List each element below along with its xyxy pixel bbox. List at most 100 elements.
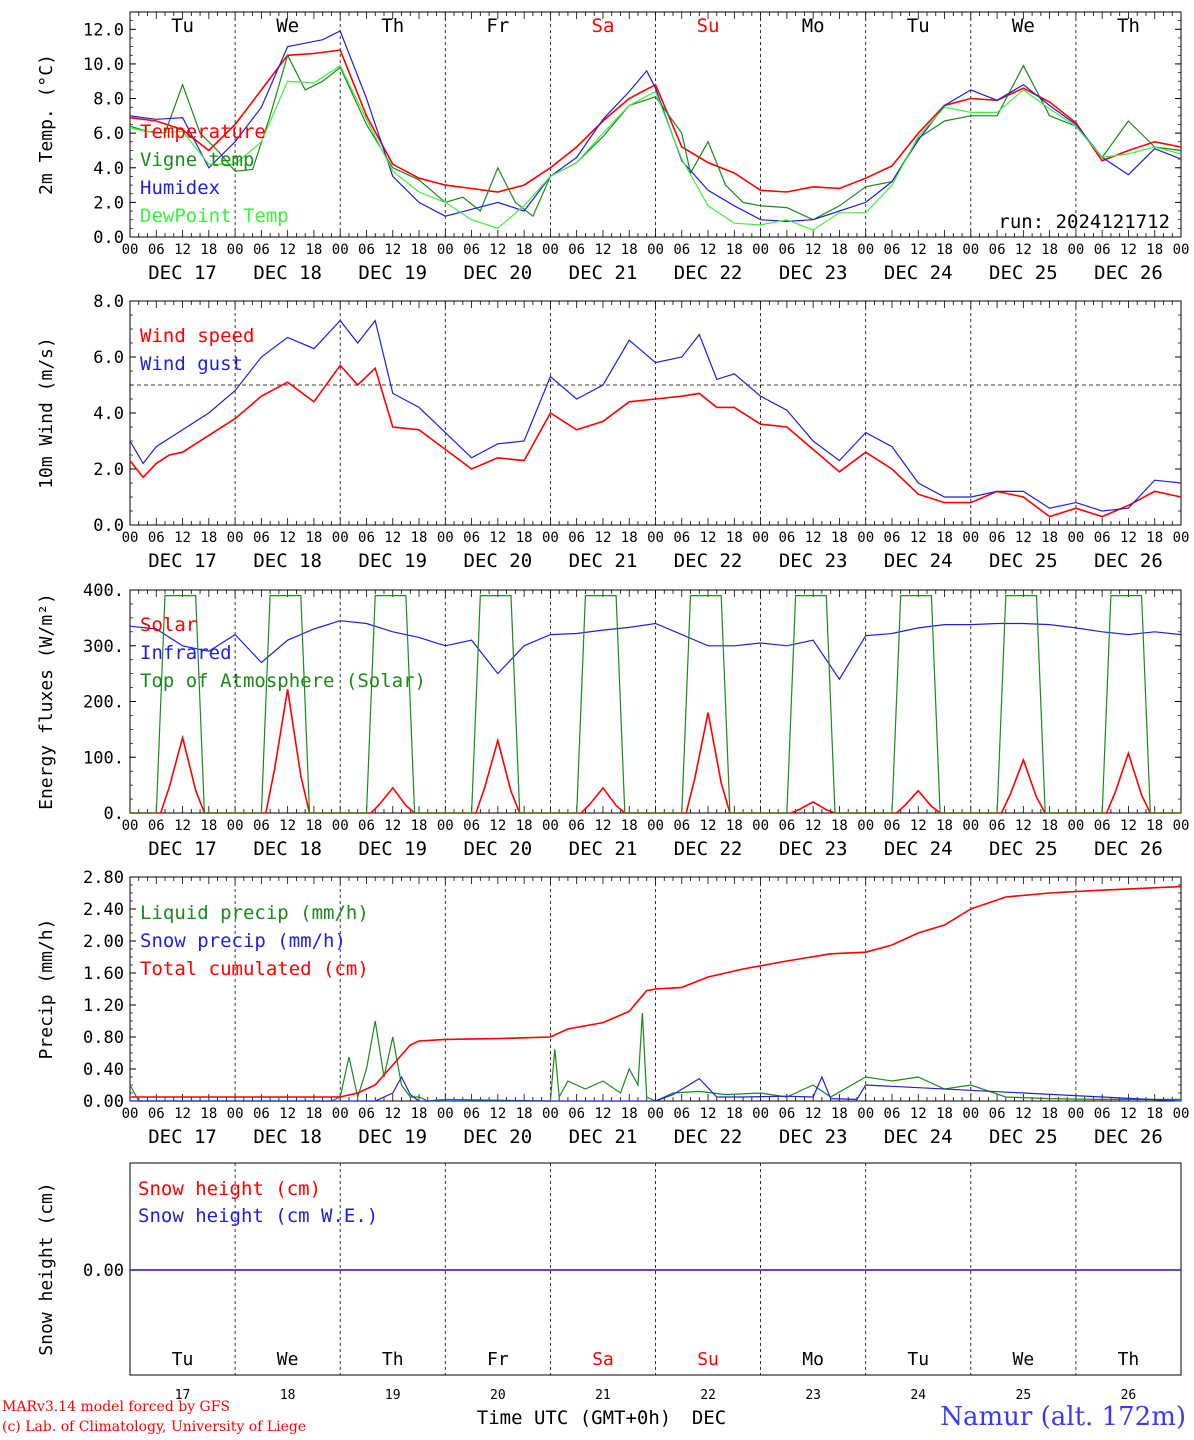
weekday-label: Tu [907, 15, 930, 37]
run-label: run: 2024121712 [998, 211, 1170, 233]
date-label: DEC 21 [569, 1126, 638, 1148]
y-tick-label: 400. [83, 581, 124, 601]
hour-tick-label: 06 [989, 1106, 1006, 1122]
hour-tick-label: 12 [595, 818, 612, 834]
station-name: Namur (alt. 172m) [940, 1402, 1186, 1432]
date-label: DEC 22 [674, 838, 743, 860]
hour-tick-label: 12 [384, 530, 401, 546]
date-label: DEC 25 [989, 838, 1058, 860]
date-label: DEC 22 [674, 1126, 743, 1148]
weekday-label: We [277, 1349, 299, 1370]
hour-tick-label: 12 [910, 530, 927, 546]
hour-tick-label: 12 [279, 242, 296, 258]
legend-entry: Infrared [140, 642, 232, 664]
hour-tick-label: 00 [122, 818, 139, 834]
y-tick-label: 8.0 [93, 292, 124, 312]
hour-tick-label: 18 [200, 530, 217, 546]
legend-entry: DewPoint Temp [140, 205, 289, 227]
hour-tick-label: 18 [936, 530, 953, 546]
hour-tick-label: 00 [1067, 1106, 1084, 1122]
hour-tick-label: 06 [568, 242, 585, 258]
date-label: DEC 24 [884, 838, 953, 860]
date-label: DEC 20 [464, 838, 533, 860]
hour-tick-label: 00 [962, 1106, 979, 1122]
legend-entry: Snow height (cm W.E.) [138, 1205, 378, 1227]
hour-tick-label: 06 [148, 242, 165, 258]
hour-tick-label: 06 [778, 818, 795, 834]
hour-tick-label: 12 [595, 242, 612, 258]
hour-tick-label: 06 [253, 242, 270, 258]
y-tick-label: 10.0 [83, 55, 124, 75]
hour-tick-label: 12 [910, 1106, 927, 1122]
hour-tick-label: 12 [1120, 530, 1137, 546]
hour-tick-label: 12 [489, 242, 506, 258]
hour-tick-label: 00 [1067, 818, 1084, 834]
weekday-label: Mo [802, 1349, 824, 1370]
hour-tick-label: 18 [1041, 242, 1058, 258]
hour-tick-label: 12 [1120, 1106, 1137, 1122]
hour-tick-label: 00 [962, 530, 979, 546]
hour-tick-label: 06 [358, 530, 375, 546]
hour-tick-label: 18 [621, 1106, 638, 1122]
hour-tick-label: 00 [752, 242, 769, 258]
y-axis-label: Snow height (cm) [36, 1182, 57, 1355]
hour-tick-label: 12 [1120, 818, 1137, 834]
hour-tick-label: 18 [516, 242, 533, 258]
day-number-label: 18 [280, 1388, 296, 1403]
legend-entry: Snow height (cm) [138, 1178, 321, 1200]
hour-tick-label: 06 [1094, 1106, 1111, 1122]
hour-tick-label: 12 [279, 1106, 296, 1122]
hour-tick-label: 18 [1041, 530, 1058, 546]
hour-tick-label: 06 [568, 1106, 585, 1122]
hour-tick-label: 06 [463, 242, 480, 258]
hour-tick-label: 18 [411, 242, 428, 258]
hour-tick-label: 06 [989, 530, 1006, 546]
y-tick-label: 2.00 [83, 932, 124, 952]
date-label: DEC 26 [1094, 262, 1163, 284]
y-axis-label: 10m Wind (m/s) [36, 337, 57, 489]
weekday-label: We [1012, 15, 1035, 37]
hour-tick-label: 18 [411, 530, 428, 546]
series-line-snow-precip-mm-h- [130, 1075, 1182, 1102]
hour-tick-label: 00 [227, 1106, 244, 1122]
weekday-label: Tu [171, 15, 194, 37]
date-label: DEC 17 [148, 262, 217, 284]
date-label: DEC 26 [1094, 550, 1163, 572]
day-number-label: 25 [1016, 1388, 1032, 1403]
series-line-dewpoint-temp [129, 64, 1182, 231]
hour-tick-label: 12 [595, 1106, 612, 1122]
legend-entry: Liquid precip (mm/h) [140, 902, 369, 924]
hour-tick-label: 06 [673, 818, 690, 834]
y-tick-label: 0.00 [83, 1092, 124, 1112]
series-line-liquid-precip-mm-h- [129, 1012, 1181, 1102]
hour-tick-label: 12 [174, 530, 191, 546]
hour-tick-label: 00 [122, 530, 139, 546]
hour-tick-label: 06 [884, 1106, 901, 1122]
series-line-vigne-temp [129, 53, 1182, 221]
date-label: DEC 19 [358, 262, 427, 284]
day-number-label: 24 [910, 1388, 926, 1403]
hour-tick-label: 18 [305, 530, 322, 546]
date-label: DEC 25 [989, 262, 1058, 284]
hour-tick-label: 12 [174, 818, 191, 834]
hour-tick-label: 00 [227, 530, 244, 546]
legend-entry: Top of Atmosphere (Solar) [140, 670, 426, 692]
hour-tick-label: 06 [1094, 242, 1111, 258]
hour-tick-label: 12 [1015, 818, 1032, 834]
hour-tick-label: 00 [227, 242, 244, 258]
hour-tick-label: 06 [1094, 530, 1111, 546]
hour-tick-label: 00 [752, 818, 769, 834]
hour-tick-label: 12 [805, 530, 822, 546]
y-tick-label: 4.0 [93, 404, 124, 424]
weekday-label: Tu [172, 1349, 194, 1370]
hour-tick-label: 00 [332, 530, 349, 546]
y-tick-label: 0.0 [93, 228, 124, 248]
hour-tick-label: 06 [358, 818, 375, 834]
hour-tick-label: 00 [227, 818, 244, 834]
month-label: DEC [692, 1407, 726, 1429]
day-number-label: 21 [595, 1388, 611, 1403]
hour-tick-label: 00 [437, 242, 454, 258]
hour-tick-label: 18 [621, 818, 638, 834]
date-label: DEC 21 [569, 838, 638, 860]
hour-tick-label: 00 [857, 1106, 874, 1122]
